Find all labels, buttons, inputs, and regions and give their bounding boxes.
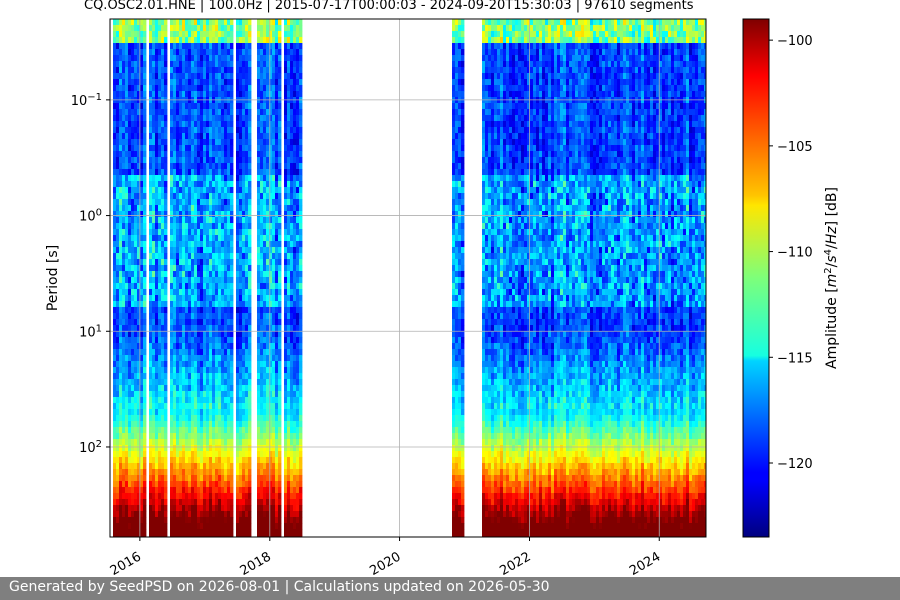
y-tick-label: 101	[79, 323, 102, 341]
psd-chart: 10−1 100 101 102 2016 2018 2020 2022 2024 Perio…	[45, 18, 841, 577]
colorbar-tick-label: −115	[777, 351, 813, 366]
colorbar-ticks: −100 −105 −110 −115 −120	[769, 34, 813, 472]
colorbar-tick-label: −105	[777, 140, 813, 155]
y-tick-label: 100	[79, 207, 102, 225]
plot-frame	[109, 18, 707, 538]
x-tick-label: 2020	[367, 549, 403, 577]
y-axis-label: Period [s]	[45, 245, 61, 311]
colorbar-label: Amplitude [m2/s4/Hz] [dB]	[823, 187, 841, 369]
y-tick-label: 10−1	[71, 91, 102, 109]
colorbar-tick-label: −100	[777, 34, 813, 49]
colorbar	[742, 18, 770, 538]
x-tick-label: 2018	[238, 549, 274, 577]
spectrogram-area	[113, 19, 706, 537]
colorbar-tick-label: −110	[777, 246, 813, 261]
colorbar-tick-label: −120	[777, 457, 813, 472]
x-axis: 2016 2018 2020 2022 2024	[108, 537, 663, 577]
y-tick-label: 102	[79, 438, 102, 456]
y-axis: 10−1 100 101 102	[71, 91, 110, 456]
x-tick-label: 2016	[108, 549, 144, 577]
chart-title: CQ.OSC2.01.HNE | 100.0Hz | 2015-07-17T00…	[84, 0, 694, 13]
grid-lines	[110, 19, 706, 537]
x-tick-label: 2024	[627, 549, 663, 577]
x-tick-label: 2022	[497, 549, 533, 577]
footer-bar: Generated by SeedPSD on 2026-08-01 | Cal…	[0, 577, 900, 600]
footer-text: Generated by SeedPSD on 2026-08-01 | Cal…	[9, 579, 550, 595]
